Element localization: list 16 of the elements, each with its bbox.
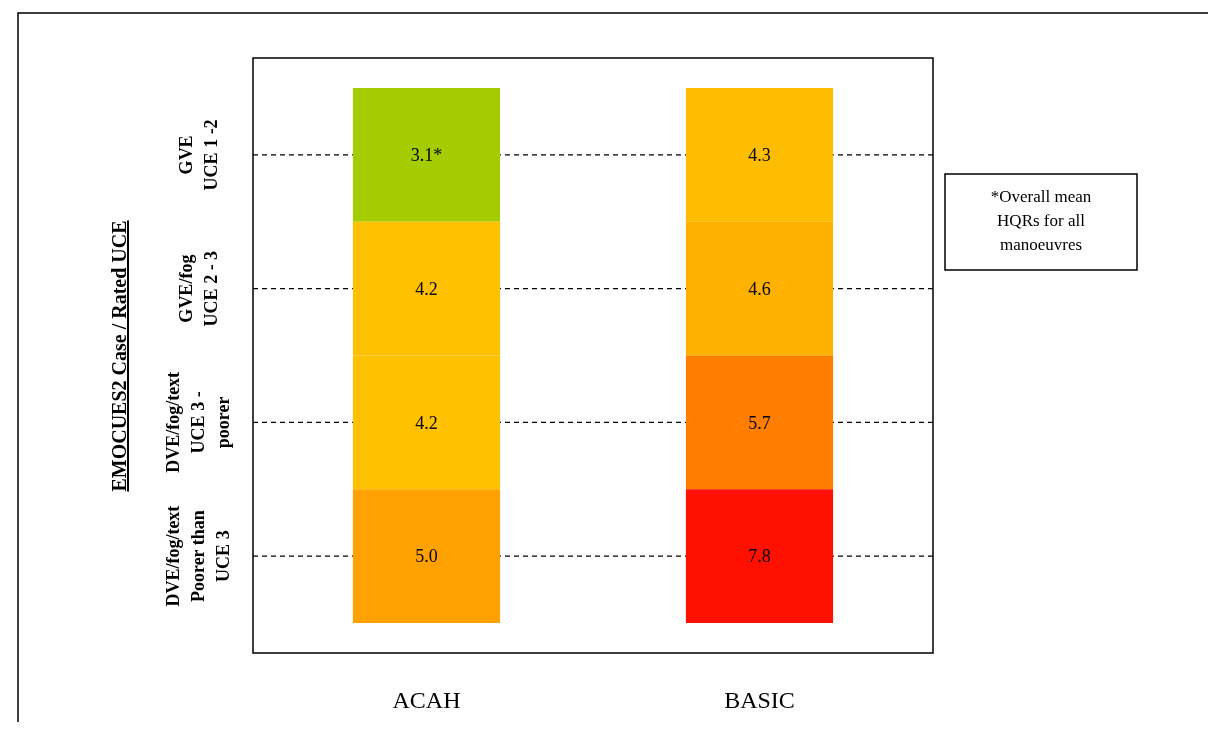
x-tick-label: ACAH	[392, 687, 461, 713]
x-tick-label: BASIC	[724, 687, 795, 713]
data-label: 7.8	[748, 546, 771, 567]
y-tick-label: DVE/fog/text UCE 3 - poorer	[163, 371, 233, 473]
text: *Overall mean HQRs for all manoeuvres	[990, 187, 1092, 254]
data-label: 3.1*	[410, 145, 443, 166]
y-tick-label: DVE/fog/text Poorer than UCE 3	[163, 505, 233, 607]
y-tick-label: GVE/fog UCE 2 - 3	[175, 250, 221, 327]
y-axis-title: EMOCUES2 Case / Rated UCE	[108, 220, 130, 492]
data-label: 4.2	[415, 412, 438, 433]
data-label: 4.2	[415, 278, 438, 299]
data-label: 5.7	[748, 412, 771, 433]
data-label: 5.0	[415, 546, 438, 567]
y-tick-label: GVE UCE 1 -2	[175, 119, 221, 191]
data-label: 4.6	[748, 278, 771, 299]
data-label: 4.3	[748, 145, 771, 166]
